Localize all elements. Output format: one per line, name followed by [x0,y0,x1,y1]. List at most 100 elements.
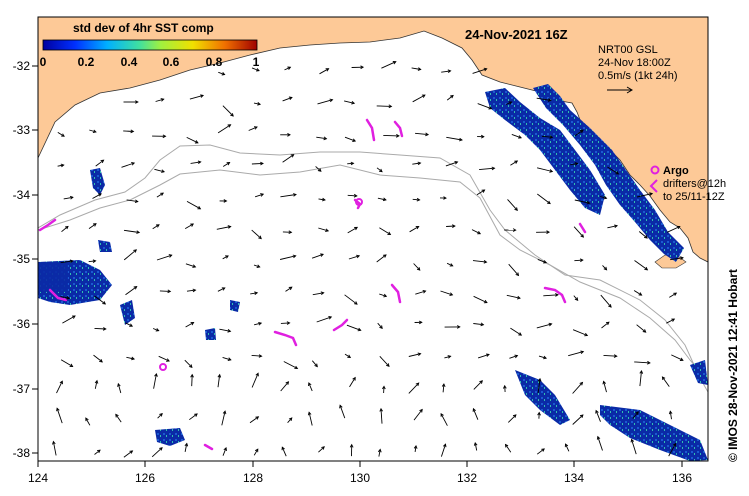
current-vector-head [160,192,165,196]
current-vector [217,374,221,388]
current-vectors [52,61,684,458]
current-vector [446,262,453,267]
current-vector [217,287,225,292]
current-vector-head [131,356,136,361]
current-vector [600,196,607,199]
current-vector-head [417,67,422,71]
current-vector-head [668,410,673,415]
current-vector [153,373,157,389]
current-vector-head [614,224,619,229]
current-vector [378,449,381,457]
current-vector [472,260,487,263]
current-vector-head [580,350,585,355]
current-vector [123,229,140,233]
current-vector-head [253,126,258,130]
current-vector-head [155,328,160,332]
current-vector [600,294,612,308]
current-vector [543,294,559,297]
current-vector [441,70,451,73]
current-vector-head [382,197,387,202]
current-vector-head [649,192,654,196]
current-vector-head [92,129,97,134]
current-vector-head [483,67,488,72]
current-vector [62,315,76,324]
current-vector-head [347,354,352,359]
current-vector-head [354,301,358,305]
current-vector-head [512,414,517,418]
current-vector-head [477,230,482,235]
current-vector [57,164,64,167]
current-vector-head [458,137,463,142]
current-vector [570,162,578,166]
current-vector [638,231,648,239]
current-vector-head [504,443,509,448]
current-vector [510,327,522,336]
current-vector [63,196,73,200]
current-vector [88,223,97,229]
current-vector [472,68,487,74]
current-vector-head [579,129,584,134]
current-vector-head [644,266,649,271]
current-vector-head [339,404,343,409]
current-vector-head [115,413,119,418]
colorbar-tick-1: 0.2 [78,55,95,69]
current-vector-head [679,357,684,361]
current-vector-head [443,196,447,200]
current-vector [349,377,356,388]
current-vector-head [613,354,618,358]
current-vector [574,199,590,204]
current-vector-head [543,260,548,264]
current-vector [221,411,226,426]
current-vector-head [676,225,681,230]
current-vector-head [227,329,232,333]
current-vector [506,294,521,299]
colorbar-tick-2: 0.4 [121,55,138,69]
current-vector [473,295,488,304]
current-vector-head [133,286,138,290]
current-vector-head [61,133,65,137]
current-vector [440,444,446,457]
current-vector-head [230,113,234,117]
current-vector-head [473,441,478,446]
current-vector-head [134,199,139,204]
current-vector-head [579,381,584,386]
current-vector-head [254,291,259,295]
current-vector [632,411,639,419]
current-vector-head [352,138,357,142]
current-vector-head [350,161,355,166]
current-vector-head [447,69,452,74]
current-vector [249,416,259,424]
map-title: 24-Nov-2021 16Z [465,27,568,42]
current-vector [185,322,194,328]
current-vector [253,264,260,268]
current-vector [668,443,676,457]
current-vector-head [351,100,356,105]
current-vector-head [314,363,318,368]
current-vector-head [360,65,365,70]
current-vector [280,194,297,198]
current-vector-head [161,169,166,173]
current-vector-head [392,61,397,65]
current-vector [442,383,445,393]
current-vector [343,100,355,104]
current-vector-head [325,228,330,233]
current-vector-head [514,207,518,212]
x-tick-132: 132 [457,471,477,485]
colorbar-tick-3: 0.6 [163,55,180,69]
current-vector-head [328,315,333,320]
current-vector-head [595,409,599,414]
current-vector-head [133,249,138,253]
current-vector [479,167,495,171]
argo-line-1: drifters@12h [663,178,726,190]
current-vector-head [574,162,579,166]
current-vector [222,162,230,167]
current-vector [185,263,196,268]
argo-label: Argo [663,165,689,177]
current-vector-head [672,442,677,447]
current-vector-head [254,448,259,453]
current-vector [222,105,234,117]
current-vector [155,98,164,102]
current-vector-head [491,166,496,171]
current-vector [379,293,387,297]
current-vector-head [354,226,359,231]
